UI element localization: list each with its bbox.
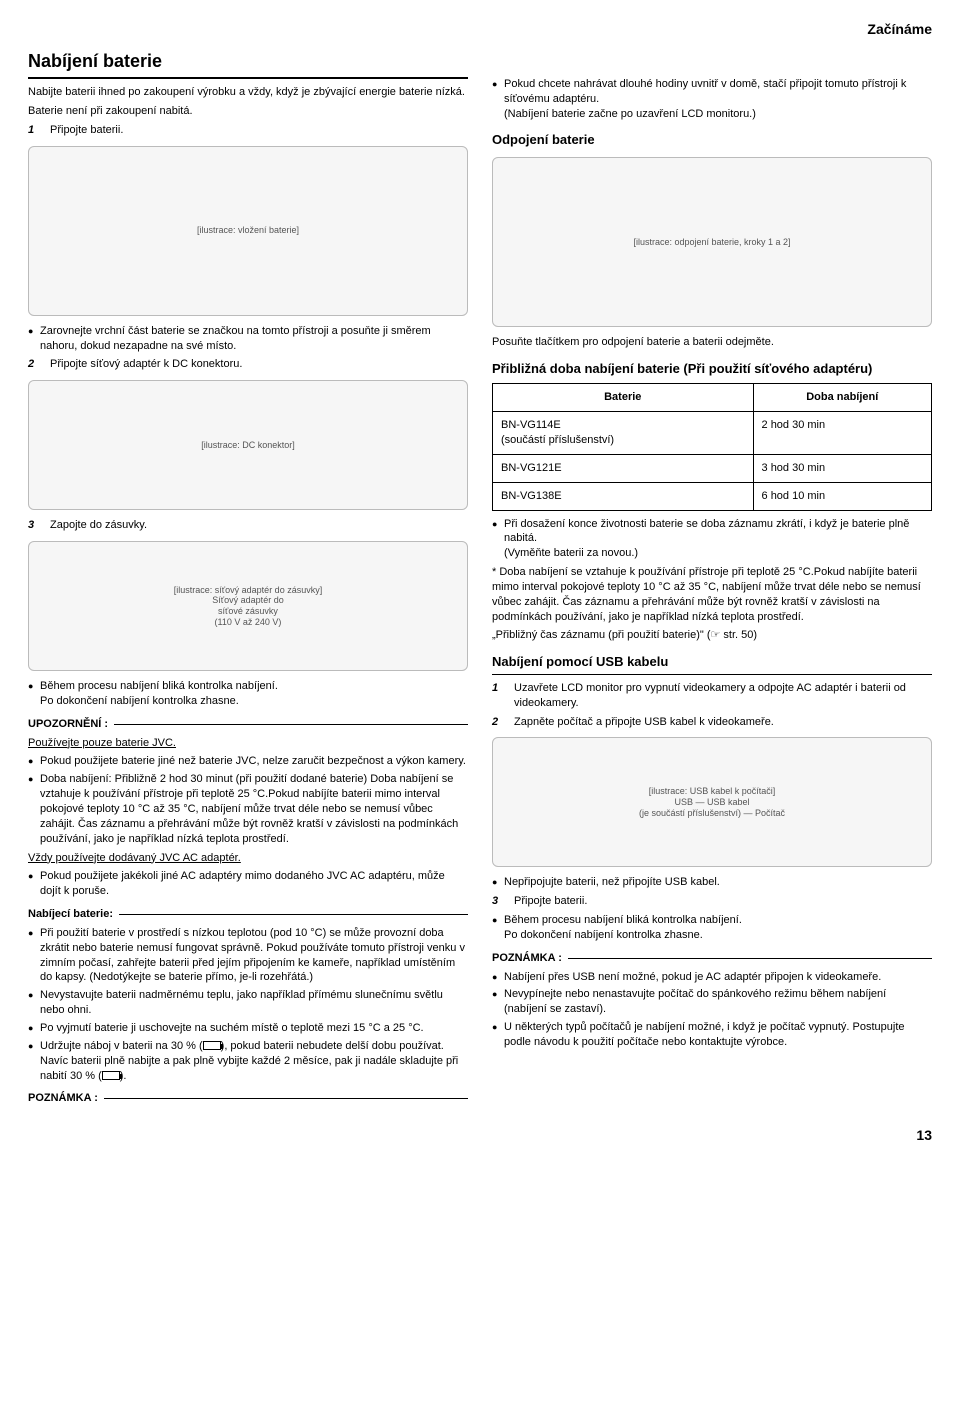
usb-title: Nabíjení pomocí USB kabelu <box>492 653 932 675</box>
intro-text-2: Baterie není při zakoupení nabitá. <box>28 104 468 119</box>
chapter-header: Začínáme <box>28 20 932 39</box>
note2-b2: Nevypínejte nebo nenastavujte počítač do… <box>492 987 932 1017</box>
table-row: BN-VG114E (součástí příslušenství) 2 hod… <box>493 412 932 455</box>
caution-underline-2: Vždy používejte dodávaný JVC AC adaptér. <box>28 851 468 866</box>
intro-text: Nabijte baterii ihned po zakoupení výrob… <box>28 85 468 100</box>
right-column: Pokud chcete nahrávat dlouhé hodiny uvni… <box>492 47 932 1110</box>
th-time: Doba nabíjení <box>753 384 931 412</box>
recharge-b1: Při použití baterie v prostředí s nízkou… <box>28 926 468 985</box>
usb-step-3: 3 Připojte baterii. <box>492 894 932 909</box>
right-top-bullet: Pokud chcete nahrávat dlouhé hodiny uvni… <box>492 77 932 122</box>
after-table-bullet: Při dosažení konce životnosti baterie se… <box>492 517 932 562</box>
charge-time-table: Baterie Doba nabíjení BN-VG114E (součást… <box>492 383 932 510</box>
recharge-b3: Po vyjmutí baterie ji uschovejte na such… <box>28 1021 468 1036</box>
figure-battery-attach: [ilustrace: vložení baterie] <box>28 146 468 316</box>
usb-s3-bullet: Během procesu nabíjení bliká kontrolka n… <box>492 913 932 943</box>
recharge-b2: Nevystavujte baterii nadměrnému teplu, j… <box>28 988 468 1018</box>
usb-step-1: 1 Uzavřete LCD monitor pro vypnutí video… <box>492 681 932 711</box>
note2-b3: U některých typů počítačů je nabíjení mo… <box>492 1020 932 1050</box>
battery-icon <box>203 1041 221 1050</box>
left-column: Nabíjení baterie Nabijte baterii ihned p… <box>28 47 468 1110</box>
after-table-note: * Doba nabíjení se vztahuje k používání … <box>492 565 932 624</box>
note2-b1: Nabíjení přes USB není možné, pokud je A… <box>492 970 932 985</box>
note-label-right: POZNÁMKA : <box>492 951 932 966</box>
caution-underline-1: Používejte pouze baterie JVC. <box>28 736 468 751</box>
figure-dc-connector: [ilustrace: DC konektor] <box>28 380 468 510</box>
figure-outlet: [ilustrace: síťový adaptér do zásuvky]Sí… <box>28 541 468 671</box>
usb-step-2: 2 Zapněte počítač a připojte USB kabel k… <box>492 715 932 730</box>
step-2: 2 Připojte síťový adaptér k DC konektoru… <box>28 357 468 372</box>
usb-warn: Nepřipojujte baterii, než připojíte USB … <box>492 875 932 890</box>
section-title: Nabíjení baterie <box>28 49 468 79</box>
page-ref: „Přibližný čas záznamu (při použití bate… <box>492 628 932 643</box>
caution-label: UPOZORNĚNÍ : <box>28 717 468 732</box>
caution-b1: Pokud použijete baterie jiné než baterie… <box>28 754 468 769</box>
caution-b3: Pokud použijete jakékoli jiné AC adaptér… <box>28 869 468 899</box>
caution-b2: Doba nabíjení: Přibližně 2 hod 30 minut … <box>28 772 468 846</box>
table-row: BN-VG121E 3 hod 30 min <box>493 454 932 482</box>
align-bullet: Zarovnejte vrchní část baterie se značko… <box>28 324 468 354</box>
page-number: 13 <box>28 1126 932 1145</box>
recharge-b4: Udržujte náboj v baterii na 30 % (), pok… <box>28 1039 468 1084</box>
table-row: BN-VG138E 6 hod 10 min <box>493 482 932 510</box>
figure-detach: [ilustrace: odpojení baterie, kroky 1 a … <box>492 157 932 327</box>
note-label-left: POZNÁMKA : <box>28 1091 468 1106</box>
detach-title: Odpojení baterie <box>492 131 932 149</box>
charge-blink: Během procesu nabíjení bliká kontrolka n… <box>28 679 468 709</box>
step-3: 3 Zapojte do zásuvky. <box>28 518 468 533</box>
detach-caption: Posuňte tlačítkem pro odpojení baterie a… <box>492 335 932 350</box>
step-1: 1 Připojte baterii. <box>28 123 468 138</box>
recharge-label: Nabíjecí baterie: <box>28 907 468 922</box>
figure-usb: [ilustrace: USB kabel k počítači] USB — … <box>492 737 932 867</box>
th-battery: Baterie <box>493 384 754 412</box>
battery-icon <box>102 1071 120 1080</box>
approx-title: Přibližná doba nabíjení baterie (Při pou… <box>492 360 932 378</box>
